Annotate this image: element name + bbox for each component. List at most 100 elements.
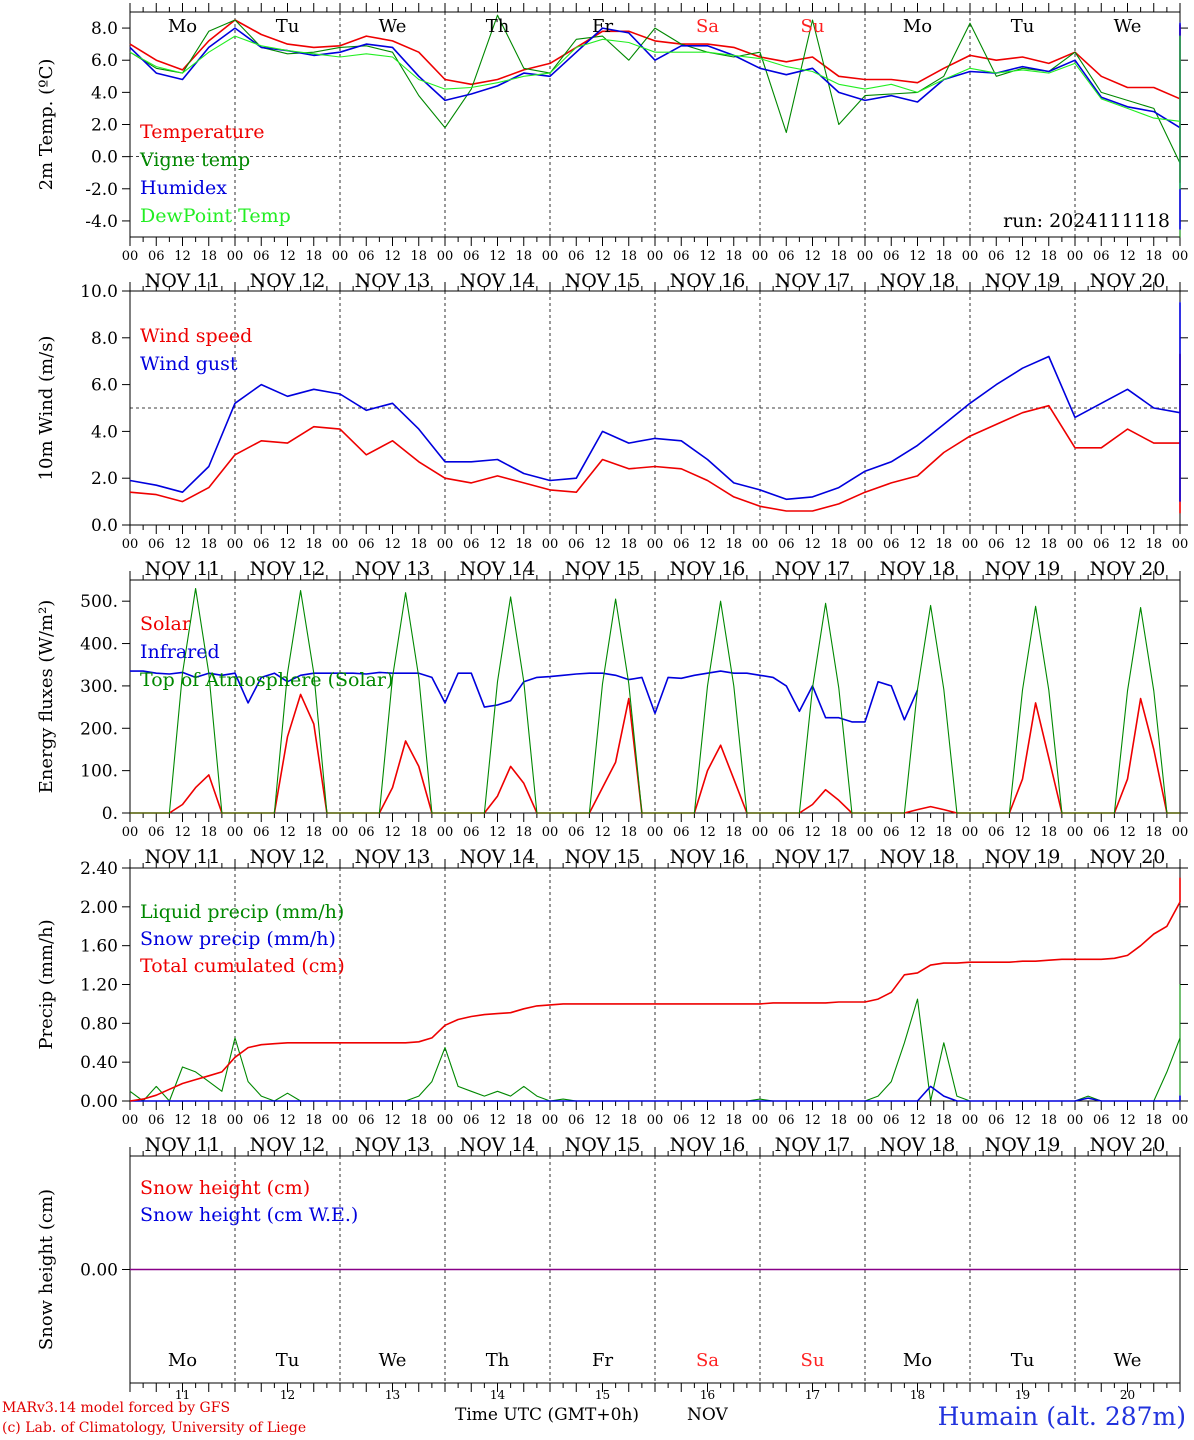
precip-date-label: NOV 13: [355, 1134, 431, 1156]
weekday-label-bottom: Tu: [1011, 1350, 1035, 1371]
flux-legend-entry: Infrared: [140, 641, 220, 663]
weekday-label-bottom: Mo: [903, 1350, 932, 1371]
precip-date-label: NOV 16: [670, 1134, 746, 1156]
precip-hour-label: 06: [463, 1113, 480, 1128]
flux-hour-label: 12: [174, 825, 191, 840]
wind-hour-label: 18: [1040, 537, 1057, 552]
flux-hour-label: 12: [1119, 825, 1136, 840]
flux-hour-label: 00: [122, 825, 139, 840]
day-number-label: 13: [385, 1388, 400, 1402]
precip-y-tick-label: 0.40: [80, 1053, 118, 1073]
flux-y-tick-label: 200.: [80, 719, 118, 739]
temp-hour-label: 00: [227, 249, 244, 264]
wind-hour-label: 06: [568, 537, 585, 552]
temp-hour-label: 12: [699, 249, 716, 264]
temp-date-label: NOV 11: [145, 270, 221, 292]
day-number-label: 12: [280, 1388, 295, 1402]
temp-hour-label: 12: [489, 249, 506, 264]
flux-hour-label: 06: [253, 825, 270, 840]
flux-hour-label: 18: [200, 825, 217, 840]
flux-date-label: NOV 15: [565, 846, 641, 868]
wind-date-label: NOV 15: [565, 558, 641, 580]
wind-date-label: NOV 19: [985, 558, 1061, 580]
wind-hour-label: 06: [148, 537, 165, 552]
flux-hour-label: 06: [1093, 825, 1110, 840]
weekday-label-top: Tu: [1011, 16, 1035, 37]
precip-hour-label: 06: [1093, 1113, 1110, 1128]
flux-date-label: NOV 19: [985, 846, 1061, 868]
precip-hour-label: 18: [1145, 1113, 1162, 1128]
temp-hour-label: 18: [515, 249, 532, 264]
precip-hour-label: 00: [752, 1113, 769, 1128]
flux-hour-label: 06: [673, 825, 690, 840]
temp-y-tick-label: 4.0: [91, 83, 118, 103]
flux-y-tick-label: 300.: [80, 677, 118, 697]
flux-hour-label: 00: [227, 825, 244, 840]
precip-legend-entry: Liquid precip (mm/h): [140, 901, 344, 923]
weekday-label-top: Su: [801, 16, 825, 37]
temp-frame: [129, 11, 1181, 238]
temp-y-tick-label: 2.0: [91, 116, 118, 136]
precip-hour-label: 18: [305, 1113, 322, 1128]
flux-hour-label: 12: [804, 825, 821, 840]
day-number-label: 20: [1120, 1388, 1135, 1402]
snow-y-axis-title: Snow height (cm): [36, 1189, 57, 1350]
day-number-label: 14: [490, 1388, 506, 1402]
wind-hour-label: 06: [988, 537, 1005, 552]
day-number-label: 16: [700, 1388, 715, 1402]
precip-hour-label: 06: [148, 1113, 165, 1128]
precip-hour-label: 00: [542, 1113, 559, 1128]
temp-hour-label: 18: [725, 249, 742, 264]
wind-hour-label: 06: [883, 537, 900, 552]
precip-hour-label: 18: [935, 1113, 952, 1128]
temp-hour-label: 18: [935, 249, 952, 264]
precip-hour-label: 12: [489, 1113, 506, 1128]
flux-hour-label: 12: [1014, 825, 1031, 840]
flux-hour-label: 06: [148, 825, 165, 840]
weekday-label-bottom: Sa: [696, 1350, 719, 1371]
wind-hour-label: 06: [463, 537, 480, 552]
temp-hour-label: 18: [410, 249, 427, 264]
wind-hour-label: 00: [437, 537, 454, 552]
wind-y-tick-label: 2.0: [91, 469, 118, 489]
weekday-label-bottom: We: [379, 1350, 407, 1371]
flux-hour-label: 18: [620, 825, 637, 840]
flux-hour-label: 12: [489, 825, 506, 840]
precip-hour-label: 06: [988, 1113, 1005, 1128]
precip-date-label: NOV 19: [985, 1134, 1061, 1156]
precip-hour-label: 12: [804, 1113, 821, 1128]
temp-hour-label: 12: [804, 249, 821, 264]
precip-series-line: [130, 1085, 1181, 1102]
flux-hour-label: 18: [305, 825, 322, 840]
temp-hour-label: 00: [1067, 249, 1084, 264]
wind-hour-label: 18: [410, 537, 427, 552]
wind-hour-label: 12: [279, 537, 296, 552]
wind-hour-label: 00: [1172, 537, 1189, 552]
wind-y-tick-label: 6.0: [91, 376, 118, 396]
day-number-label: 15: [595, 1388, 610, 1402]
wind-hour-label: 12: [699, 537, 716, 552]
weekday-label-top: Mo: [903, 16, 932, 37]
temp-hour-label: 06: [148, 249, 165, 264]
station-name: Humain (alt. 287m): [937, 1402, 1186, 1431]
x-axis-unit: NOV: [687, 1405, 728, 1425]
flux-hour-label: 00: [752, 825, 769, 840]
precip-hour-label: 18: [830, 1113, 847, 1128]
temp-hour-label: 18: [620, 249, 637, 264]
temp-hour-label: 06: [463, 249, 480, 264]
wind-hour-label: 00: [332, 537, 349, 552]
weekday-label-top: Mo: [168, 16, 197, 37]
temp-hour-label: 06: [1093, 249, 1110, 264]
flux-hour-label: 18: [725, 825, 742, 840]
flux-hour-label: 06: [358, 825, 375, 840]
day-number-label: 17: [805, 1388, 820, 1402]
temp-date-label: NOV 18: [880, 270, 956, 292]
temp-hour-label: 12: [1014, 249, 1031, 264]
temp-hour-label: 06: [673, 249, 690, 264]
wind-hour-label: 00: [1067, 537, 1084, 552]
temp-series-line: [129, 35, 1181, 190]
precip-hour-label: 00: [122, 1113, 139, 1128]
flux-date-label: NOV 13: [355, 846, 431, 868]
weekday-label-top: We: [1114, 16, 1142, 37]
wind-date-label: NOV 11: [145, 558, 221, 580]
